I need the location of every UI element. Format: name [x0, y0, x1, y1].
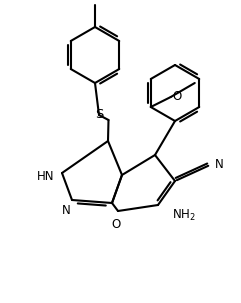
Text: O: O [111, 218, 121, 231]
Text: NH$_2$: NH$_2$ [172, 208, 196, 222]
Text: N: N [215, 158, 224, 171]
Text: O: O [173, 91, 182, 104]
Text: N: N [62, 204, 70, 217]
Text: HN: HN [36, 169, 54, 182]
Text: S: S [95, 108, 103, 122]
